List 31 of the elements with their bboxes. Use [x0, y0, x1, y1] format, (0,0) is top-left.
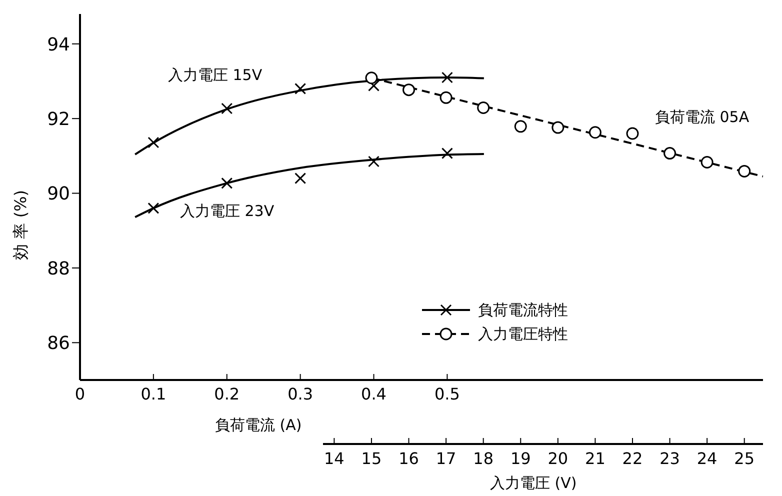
x2-tick-label: 18 — [473, 449, 494, 468]
y-tick-label: 94 — [47, 34, 70, 56]
y-tick-label: 90 — [47, 184, 70, 205]
x2-tick-label: 21 — [585, 449, 606, 468]
x2-tick-label: 16 — [398, 449, 419, 468]
legend-label: 入力電圧特性 — [478, 324, 568, 344]
legend-label: 負荷電流特性 — [478, 300, 568, 320]
x2-tick-label: 23 — [660, 449, 680, 468]
y-tick-label: 92 — [47, 108, 70, 130]
x2-tick-label: 14 — [324, 449, 344, 468]
annotation: 入力電圧 15V — [168, 66, 262, 85]
y-axis-title: 効 率 (%) — [11, 190, 30, 260]
x2-tick-label: 20 — [548, 449, 568, 468]
x2-tick-label: 24 — [696, 449, 718, 468]
annotation: 入力電圧 23V — [180, 202, 274, 221]
x-tick-label: 0.2 — [214, 384, 240, 404]
x-tick-label: 0.3 — [288, 384, 314, 404]
x2-tick-label: 22 — [622, 449, 643, 468]
y-tick-label: 86 — [47, 333, 70, 354]
x2-tick-label: 15 — [361, 449, 382, 468]
x-tick-label: 0.1 — [140, 384, 166, 404]
x2-tick-label: 19 — [510, 449, 531, 468]
x2-tick-label: 25 — [734, 449, 755, 468]
x-tick-label: 0.4 — [361, 384, 386, 404]
x2-axis-title: 入力電圧 (V) — [490, 474, 577, 493]
x2-tick-label: 17 — [436, 449, 456, 468]
x-tick-label: 0.5 — [434, 384, 460, 404]
annotation: 負荷電流 05A — [655, 108, 750, 127]
y-tick-label: 88 — [47, 258, 70, 280]
x-axis-title: 負荷電流 (A) — [215, 416, 302, 435]
x-tick-label: 0 — [74, 384, 86, 404]
